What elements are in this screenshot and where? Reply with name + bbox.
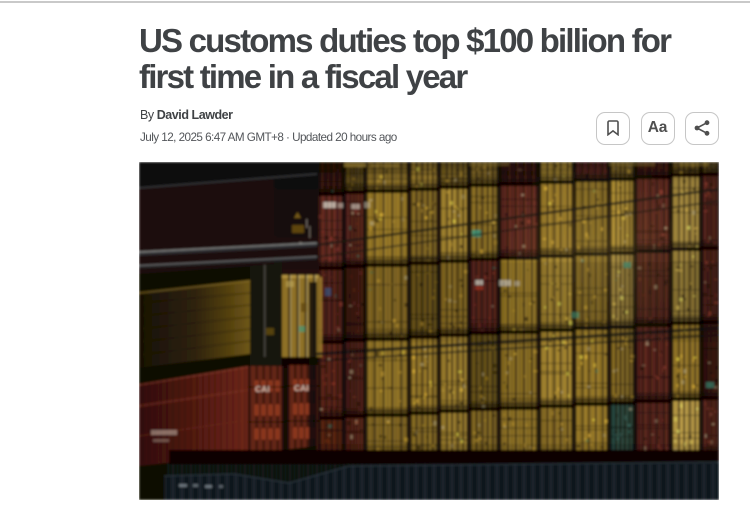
svg-text:CAI: CAI: [255, 384, 270, 394]
svg-text:CAI: CAI: [294, 383, 309, 393]
